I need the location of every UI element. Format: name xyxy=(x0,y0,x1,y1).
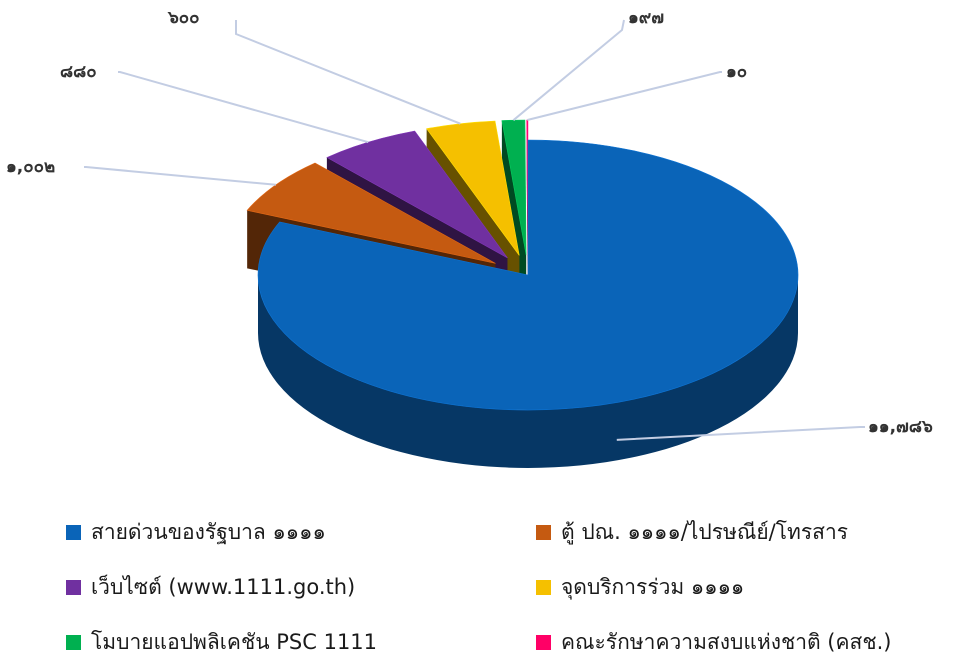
legend-swatch xyxy=(66,524,81,540)
pie-slice-0 xyxy=(257,139,799,468)
leader-layer xyxy=(84,19,865,441)
legend-swatch xyxy=(66,579,81,595)
data-label-3: ๖๐๐ xyxy=(167,8,200,28)
pie-layer xyxy=(246,119,799,468)
legend-item-service-point: จุดบริการร่วม ๑๑๑๑ xyxy=(536,567,946,607)
pie-slice-wall-4-0 xyxy=(501,120,527,314)
pie-chart: ๑๑,๗๘๖ ๑,๐๐๒ ๘๘๐ ๖๐๐ ๑๙๗ ๑๐ xyxy=(6,8,933,468)
legend-label: คณะรักษาความสงบแห่งชาติ (คสช.) xyxy=(561,629,892,654)
legend-label: สายด่วนของรัฐบาล ๑๑๑๑ xyxy=(91,519,326,544)
legend-item-hotline: สายด่วนของรัฐบาล ๑๑๑๑ xyxy=(66,512,536,552)
legend-label: เว็บไซต์ (www.1111.go.th) xyxy=(91,574,356,599)
pie-slice-top-3 xyxy=(426,120,520,256)
legend-swatch xyxy=(536,579,551,595)
leader-line-5 xyxy=(527,71,722,121)
leader-line-4 xyxy=(512,19,625,121)
legend-label: จุดบริการร่วม ๑๑๑๑ xyxy=(561,574,745,599)
legend-swatch xyxy=(66,634,81,650)
data-label-5: ๑๐ xyxy=(726,62,747,82)
pie-slice-top-0 xyxy=(257,139,799,411)
pie-slice-top-1 xyxy=(246,162,496,264)
legend-item-pobox: ตู้ ปณ. ๑๑๑๑/ไปรษณีย์/โทรสาร xyxy=(536,512,946,552)
data-label-2: ๘๘๐ xyxy=(60,62,97,82)
data-label-4: ๑๙๗ xyxy=(628,8,664,28)
legend-swatch xyxy=(536,634,551,650)
legend-swatch xyxy=(536,524,551,540)
legend-item-website: เว็บไซต์ (www.1111.go.th) xyxy=(66,567,536,607)
legend-label: โมบายแอปพลิเคชัน PSC 1111 xyxy=(91,629,378,654)
label-layer: ๑๑,๗๘๖ ๑,๐๐๒ ๘๘๐ ๖๐๐ ๑๙๗ ๑๐ xyxy=(6,8,933,437)
data-label-0: ๑๑,๗๘๖ xyxy=(868,417,933,437)
leader-line-0 xyxy=(616,426,865,441)
pie-slice-rim-0 xyxy=(258,275,798,468)
legend-item-ncpo: คณะรักษาความสงบแห่งชาติ (คสช.) xyxy=(536,622,946,662)
data-label-1: ๑,๐๐๒ xyxy=(6,157,55,177)
legend-label: ตู้ ปณ. ๑๑๑๑/ไปรษณีย์/โทรสาร xyxy=(561,519,849,544)
leader-line-2 xyxy=(118,71,369,144)
leader-line-1 xyxy=(84,166,276,186)
pie-slice-top-2 xyxy=(326,130,508,259)
legend: สายด่วนของรัฐบาล ๑๑๑๑ ตู้ ปณ. ๑๑๑๑/ไปรษณ… xyxy=(66,512,946,662)
leader-line-3 xyxy=(235,20,461,125)
legend-item-mobile-app: โมบายแอปพลิเคชัน PSC 1111 xyxy=(66,622,536,662)
